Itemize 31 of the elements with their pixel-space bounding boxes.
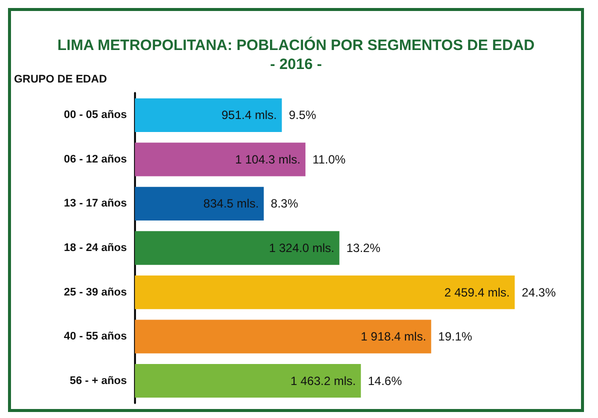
annotation: 14.6% <box>368 374 402 388</box>
annotation: 8.3% <box>270 196 298 211</box>
data-label: 1 463.2 mls. <box>290 374 356 388</box>
data-label: 834.5 mls. <box>203 196 259 211</box>
data-label: 1 324.0 mls. <box>269 241 334 255</box>
data-label: 1 918.4 mls. <box>360 330 426 344</box>
bar <box>134 275 515 310</box>
bar <box>134 98 282 132</box>
annotation: 19.1% <box>438 330 473 344</box>
annotation: 13.2% <box>346 241 381 255</box>
y-axis-title: GRUPO DE EDAD <box>14 74 107 86</box>
data-label: 1 104.3 mls. <box>235 152 300 166</box>
data-label: 951.4 mls. <box>221 108 277 122</box>
bar <box>134 320 432 354</box>
annotation: 24.3% <box>522 285 556 300</box>
y-tick-label: 40 - 55 años <box>64 330 127 343</box>
bar <box>134 364 361 398</box>
y-tick-label: 56 - + años <box>70 374 127 387</box>
data-label: 2 459.4 mls. <box>444 285 510 300</box>
y-tick-label: 25 - 39 años <box>64 286 127 298</box>
bar <box>134 142 306 176</box>
bar <box>134 231 340 265</box>
annotation: 11.0% <box>312 152 346 166</box>
y-tick-label: 06 - 12 años <box>64 153 127 166</box>
bar <box>134 186 264 221</box>
annotation: 9.5% <box>288 108 317 122</box>
y-tick-label: 13 - 17 años <box>64 198 127 210</box>
y-tick-label: 00 - 05 años <box>64 109 127 122</box>
chart-subtitle: - 2016 - <box>270 56 322 73</box>
y-tick-label: 18 - 24 años <box>64 242 127 254</box>
chart-title: LIMA METROPOLITANA: POBLACIÓN POR SEGMENTOS DE EDAD <box>57 36 535 54</box>
